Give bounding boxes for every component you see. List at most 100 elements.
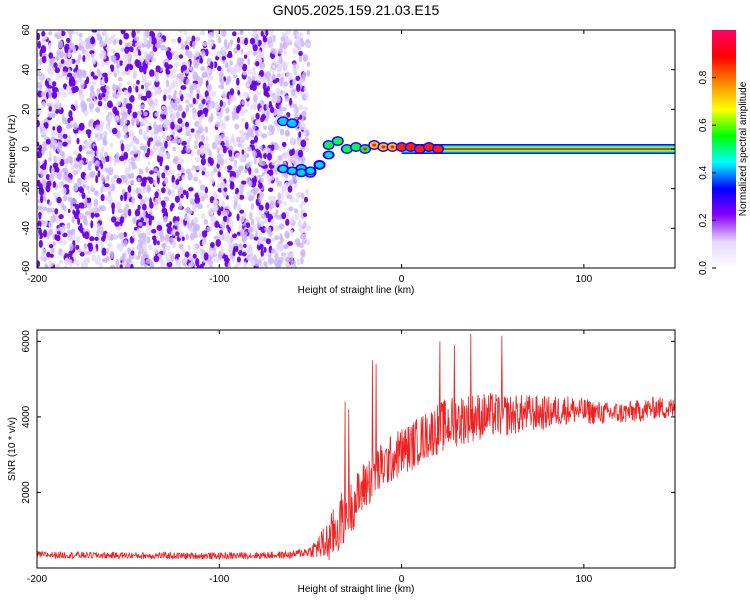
noise-point [168,139,172,148]
noise-point [248,180,253,187]
noise-point [107,199,112,205]
noise-point [198,191,204,197]
noise-point [219,99,223,107]
noise-point [295,32,300,38]
noise-point [246,177,251,182]
noise-point [98,205,103,212]
noise-point [248,195,254,202]
noise-point [220,200,225,207]
noise-point [111,127,118,135]
noise-point [167,94,172,100]
noise-point [116,177,122,184]
noise-point [148,121,152,126]
noise-point [220,78,225,85]
noise-point [51,129,57,136]
noise-point [90,71,95,77]
noise-point [43,196,47,202]
noise-point [66,63,70,68]
noise-point [189,227,194,233]
noise-point [227,98,231,106]
noise-point [76,177,82,186]
noise-point [157,171,161,179]
noise-point [160,44,166,51]
noise-point [281,152,288,160]
noise-point [139,65,144,73]
noise-point [166,152,170,160]
noise-point [239,36,245,42]
noise-point [98,240,104,246]
noise-point [97,222,100,230]
noise-point [119,264,123,268]
noise-point [207,156,212,164]
noise-point [189,232,195,241]
noise-point [123,193,128,202]
noise-point [175,179,180,186]
noise-point [154,112,159,117]
signal-blob-core [408,145,413,149]
noise-point [149,197,153,205]
noise-point [63,239,67,246]
noise-point [49,253,54,258]
noise-point [154,134,158,142]
noise-point [260,213,267,219]
noise-point [290,229,294,236]
noise-point [168,84,172,91]
noise-point [146,126,150,133]
noise-point [137,177,141,182]
noise-point [206,226,212,232]
noise-point [269,65,276,74]
noise-point [295,75,301,82]
noise-point [306,69,311,77]
noise-point [47,112,53,118]
noise-point [86,76,90,85]
noise-point [155,74,160,83]
noise-point [259,116,265,123]
noise-point [227,165,233,171]
noise-point [268,257,275,264]
noise-point [178,90,183,96]
noise-point [37,179,41,187]
noise-point [161,105,166,110]
noise-point [260,256,266,261]
noise-point [120,194,124,201]
noise-point [69,32,72,40]
noise-point [153,121,158,130]
noise-point [136,150,141,155]
noise-point [116,63,120,69]
noise-point [147,147,151,156]
noise-point [159,158,163,167]
y-tick-label: 20 [21,103,32,115]
noise-point [138,242,143,249]
noise-point [208,265,214,268]
noise-point [97,100,103,107]
noise-point [241,100,246,106]
noise-point [133,69,138,78]
figure-title: GN05.2025.159.21.03.E15 [273,2,440,18]
noise-point [259,145,263,150]
noise-point [248,167,252,175]
signal-branch-blob [288,167,297,174]
noise-point [300,139,307,148]
noise-point [77,248,82,253]
noise-point [305,42,312,47]
noise-point [128,142,134,148]
noise-point [197,110,202,117]
noise-point [185,78,190,85]
noise-point [203,252,209,261]
noise-point [245,51,252,56]
noise-point [270,218,275,225]
noise-point [276,263,281,268]
noise-point [90,118,94,124]
noise-point [41,55,47,64]
noise-point [223,39,228,47]
noise-point [90,155,95,163]
noise-point [209,171,215,177]
noise-point [49,173,54,182]
noise-point [61,203,65,208]
noise-point [52,126,56,131]
noise-point [185,190,189,200]
noise-point [199,57,203,64]
noise-point [40,91,46,98]
noise-point [175,55,179,61]
noise-point [298,50,303,57]
